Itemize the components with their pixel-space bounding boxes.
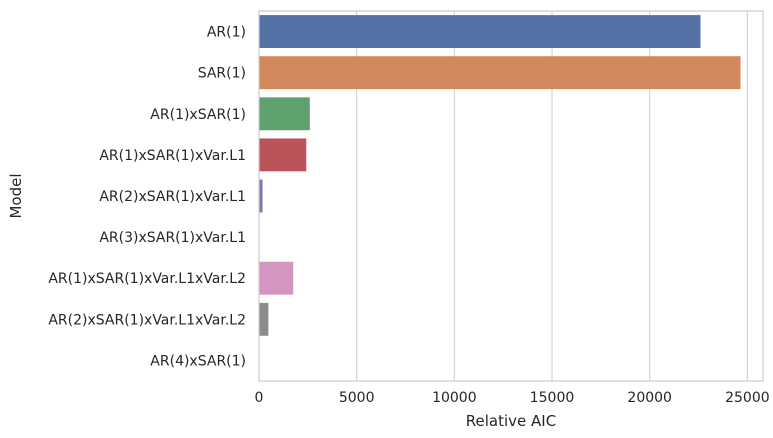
bar [259, 302, 269, 336]
bar [259, 138, 307, 172]
y-tick-label: AR(1)xSAR(1)xVar.L1 [99, 148, 246, 164]
y-tick-label: AR(1)xSAR(1) [150, 107, 246, 123]
y-tick-label: AR(1) [207, 25, 246, 41]
x-tick-label: 10000 [432, 390, 477, 406]
y-tick-label: SAR(1) [198, 66, 246, 82]
x-tick-label: 0 [255, 390, 264, 406]
x-tick-labels: 0 5000 10000 15000 20000 25000 [255, 390, 770, 406]
y-tick-label: AR(1)xSAR(1)xVar.L1xVar.L2 [48, 271, 246, 287]
bar [259, 261, 294, 295]
x-tick-label: 5000 [339, 390, 375, 406]
y-tick-label: AR(4)xSAR(1) [150, 353, 246, 369]
x-tick-label: 15000 [530, 390, 575, 406]
bar [259, 56, 741, 90]
y-tick-label: AR(2)xSAR(1)xVar.L1 [99, 189, 246, 205]
bars [259, 15, 741, 336]
bar [259, 179, 263, 213]
x-tick-label: 25000 [725, 390, 770, 406]
x-tick-label: 20000 [627, 390, 672, 406]
x-axis-label: Relative AIC [466, 412, 556, 430]
bar [259, 97, 310, 131]
y-axis-label: Model [7, 173, 25, 218]
y-tick-labels: AR(1) SAR(1) AR(1)xSAR(1) AR(1)xSAR(1)xVar.… [48, 25, 246, 370]
y-tick-label: AR(3)xSAR(1)xVar.L1 [99, 230, 246, 246]
y-tick-label: AR(2)xSAR(1)xVar.L1xVar.L2 [48, 312, 246, 328]
bar [259, 15, 701, 48]
plot-frame [258, 10, 764, 382]
